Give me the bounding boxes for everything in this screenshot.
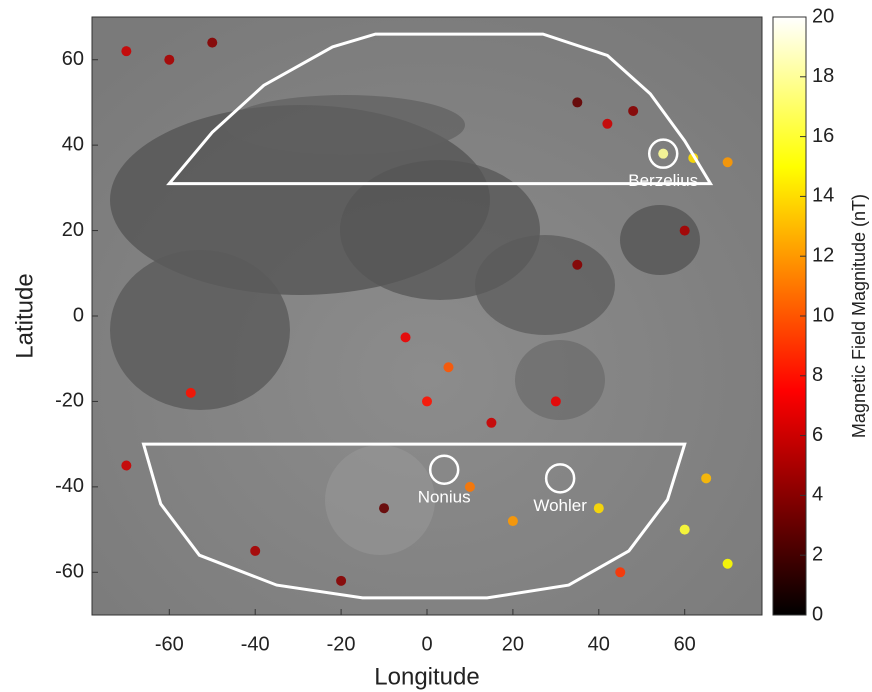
- y-tick-label: -40: [55, 475, 84, 497]
- x-tick-label: 0: [421, 633, 432, 655]
- crater-label: Wohler: [533, 496, 587, 515]
- page: Longitude Latitude Magnetic Field Magnit…: [0, 0, 872, 692]
- anomaly: [250, 546, 260, 556]
- anomaly: [723, 559, 733, 569]
- anomaly: [594, 503, 604, 513]
- y-axis-label: Latitude: [11, 273, 38, 358]
- anomaly: [723, 157, 733, 167]
- x-tick-label: -20: [327, 633, 356, 655]
- y-tick-label: 20: [62, 219, 84, 241]
- colorbar-tick-label: 14: [812, 185, 834, 207]
- colorbar-tick-label: 6: [812, 424, 823, 446]
- y-tick-label: -60: [55, 561, 84, 583]
- anomaly: [401, 332, 411, 342]
- anomaly: [121, 461, 131, 471]
- colorbar-tick-label: 4: [812, 484, 823, 506]
- anomaly: [486, 418, 496, 428]
- crater-label: Nonius: [418, 487, 471, 506]
- anomaly: [572, 97, 582, 107]
- colorbar-tick-label: 18: [812, 65, 834, 87]
- x-tick-label: 60: [674, 633, 696, 655]
- colorbar-tick-label: 8: [812, 364, 823, 386]
- anomaly: [680, 226, 690, 236]
- anomaly: [379, 503, 389, 513]
- anomaly: [508, 516, 518, 526]
- colorbar-tick-label: 2: [812, 543, 823, 565]
- colorbar-tick-label: 20: [812, 5, 834, 27]
- anomaly: [551, 396, 561, 406]
- y-tick-label: -20: [55, 390, 84, 412]
- anomaly: [615, 567, 625, 577]
- anomaly: [186, 388, 196, 398]
- colorbar-tick-label: 0: [812, 603, 823, 625]
- x-tick-label: 40: [588, 633, 610, 655]
- x-axis-label: Longitude: [374, 663, 479, 690]
- crater-label: Berzelius: [628, 171, 698, 190]
- anomaly: [336, 576, 346, 586]
- x-tick-label: -40: [241, 633, 270, 655]
- anomaly: [701, 473, 711, 483]
- anomaly: [422, 396, 432, 406]
- anomaly: [121, 46, 131, 56]
- y-tick-label: 60: [62, 48, 84, 70]
- y-tick-label: 0: [73, 304, 84, 326]
- anomaly: [572, 260, 582, 270]
- y-tick-label: 40: [62, 133, 84, 155]
- x-tick-label: -60: [155, 633, 184, 655]
- anomaly: [628, 106, 638, 116]
- anomaly: [602, 119, 612, 129]
- colorbar-tick-label: 16: [812, 125, 834, 147]
- colorbar-label: Magnetic Field Magnitude (nT): [849, 194, 869, 438]
- x-tick-label: 20: [502, 633, 524, 655]
- anomaly: [658, 149, 668, 159]
- anomaly: [164, 55, 174, 65]
- chart: Longitude Latitude Magnetic Field Magnit…: [0, 0, 872, 692]
- anomaly: [680, 525, 690, 535]
- anomaly: [207, 38, 217, 48]
- anomaly: [443, 362, 453, 372]
- colorbar-tick-label: 12: [812, 244, 834, 266]
- colorbar-tick-label: 10: [812, 304, 834, 326]
